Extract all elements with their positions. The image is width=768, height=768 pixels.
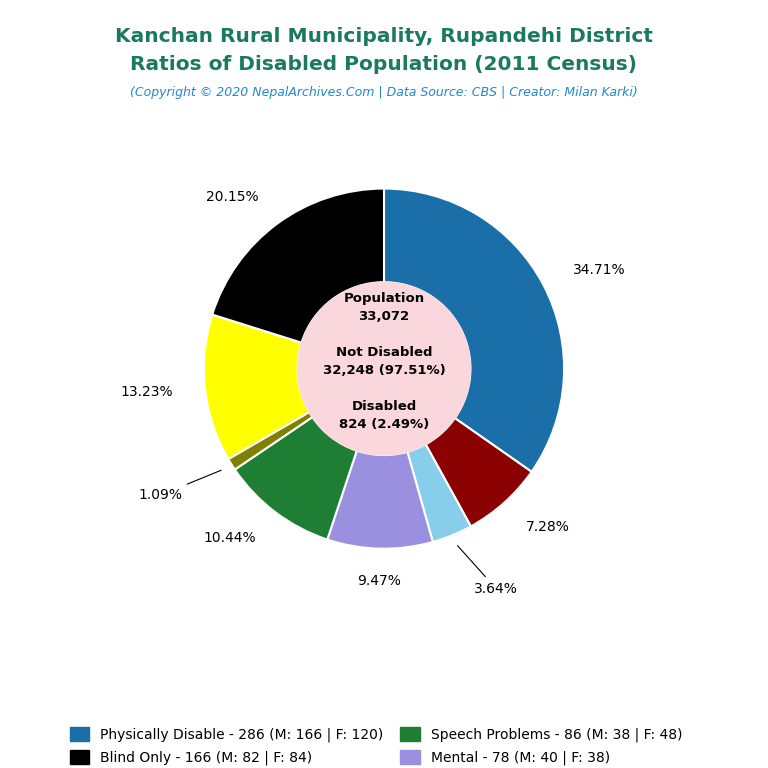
Text: Ratios of Disabled Population (2011 Census): Ratios of Disabled Population (2011 Cens…	[131, 55, 637, 74]
Text: (Copyright © 2020 NepalArchives.Com | Data Source: CBS | Creator: Milan Karki): (Copyright © 2020 NepalArchives.Com | Da…	[130, 86, 638, 99]
Text: Kanchan Rural Municipality, Rupandehi District: Kanchan Rural Municipality, Rupandehi Di…	[115, 27, 653, 46]
Wedge shape	[327, 451, 433, 548]
Text: 10.44%: 10.44%	[203, 531, 256, 545]
Circle shape	[297, 282, 471, 455]
Text: 13.23%: 13.23%	[120, 385, 173, 399]
Text: 9.47%: 9.47%	[357, 574, 401, 588]
Text: 20.15%: 20.15%	[206, 190, 258, 204]
Wedge shape	[425, 418, 531, 526]
Wedge shape	[384, 189, 564, 472]
Wedge shape	[228, 412, 313, 469]
Text: 34.71%: 34.71%	[572, 263, 625, 277]
Wedge shape	[408, 445, 471, 542]
Wedge shape	[212, 189, 384, 343]
Wedge shape	[235, 417, 357, 540]
Legend: Physically Disable - 286 (M: 166 | F: 120), Blind Only - 166 (M: 82 | F: 84), De: Physically Disable - 286 (M: 166 | F: 12…	[70, 727, 698, 768]
Text: 3.64%: 3.64%	[458, 546, 518, 596]
Text: 1.09%: 1.09%	[139, 470, 221, 502]
Text: 7.28%: 7.28%	[526, 520, 570, 534]
Wedge shape	[204, 315, 310, 459]
Text: Population
33,072

Not Disabled
32,248 (97.51%)

Disabled
824 (2.49%): Population 33,072 Not Disabled 32,248 (9…	[323, 292, 445, 431]
